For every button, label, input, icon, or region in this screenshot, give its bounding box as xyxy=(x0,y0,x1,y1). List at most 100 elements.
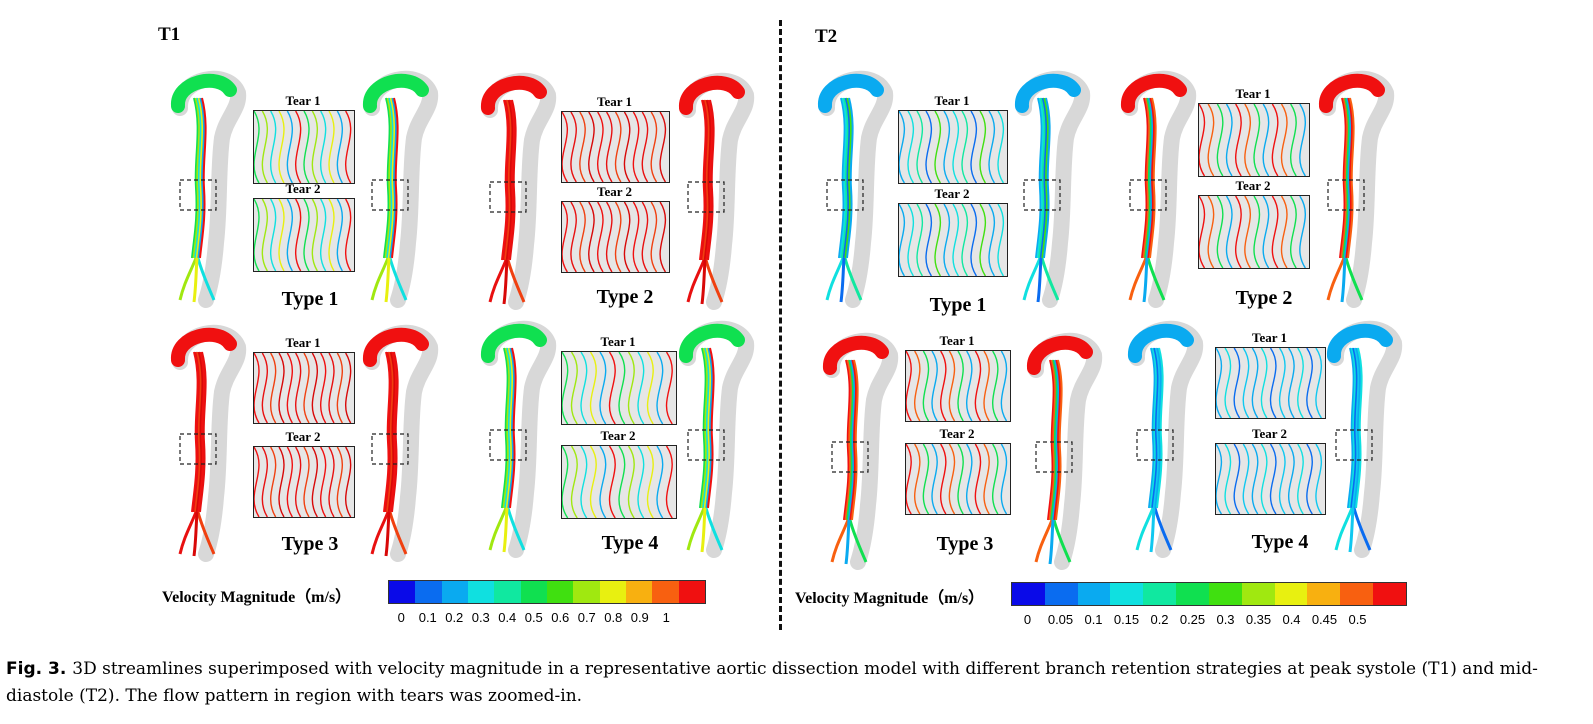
t1-type2-aorta-right-arch xyxy=(679,75,745,115)
t2-type3-aorta-right-streamline xyxy=(1053,359,1061,521)
t2-type3-aorta-right-iliac-branch xyxy=(1048,519,1055,565)
colorbar-t1-swatch xyxy=(441,581,468,603)
t2-type1-tear1-zoom-streamline xyxy=(961,111,968,183)
t1-type2-tear1-zoom-streamline xyxy=(562,112,568,182)
t1-type2-aorta-right-tear-region-box xyxy=(687,181,725,213)
colorbar-t2-tick-label: 0.05 xyxy=(1047,612,1074,627)
t2-type4-aorta-right-iliac-branch xyxy=(1348,507,1355,553)
colorbar-t2-swatch xyxy=(1012,583,1045,605)
t1-type4-aorta-right-streamline xyxy=(705,347,713,509)
t2-type2-tear2-zoom-streamline xyxy=(1253,196,1261,268)
t2-type2-aorta-right-streamline xyxy=(1347,97,1355,259)
t2-type3-tear1-zoom-streamline xyxy=(940,351,947,421)
colorbar-t2-swatch xyxy=(1373,583,1406,605)
t1-type2-aorta-left-streamline xyxy=(509,99,517,261)
t1-type2-tear1-zoom-streamline xyxy=(641,112,649,182)
colorbar-t1-swatch xyxy=(599,581,626,603)
t2-type4-tear2-zoom-streamline xyxy=(1306,444,1313,514)
type-label-t2-4: Type 4 xyxy=(1251,531,1309,553)
t2-type3-aorta-right-tear-region-box xyxy=(1035,441,1073,473)
t1-type2-aorta-right-iliac-branch xyxy=(704,259,724,303)
legend-title-t1: Velocity Magnitude（m/s） xyxy=(162,589,352,606)
t2-type3-aorta-right xyxy=(1027,332,1103,570)
t1-type1-tear1-zoom-streamline xyxy=(328,111,335,183)
t2-type3-tear1-zoom-streamline xyxy=(974,351,982,421)
t2-type2-tear2-zoom-streamline xyxy=(1216,196,1224,268)
t2-type1-tear1-label: Tear 1 xyxy=(934,93,970,108)
t1-type3-tear1-zoom-streamline xyxy=(270,353,277,423)
t2-type1-aorta-left-tear-region-box xyxy=(826,179,864,211)
t2-type3-tear1-zoom-streamline xyxy=(1000,351,1008,421)
t1-type3-aorta-right xyxy=(363,324,439,562)
t1-type3-tear2-label: Tear 2 xyxy=(285,429,321,444)
t2-type2-aorta-right-streamline xyxy=(1345,97,1353,259)
t1-type4-aorta-left-arch xyxy=(481,323,547,363)
t2-type4-tear1-zoom-streamline xyxy=(1224,348,1232,418)
t2-type2-aorta-left-iliac-branch xyxy=(1142,257,1149,303)
t2-type3-aorta-left-streamline xyxy=(843,359,851,521)
t1-type4-tear1-zoom-streamline xyxy=(656,352,664,424)
t1-type3-tear2-zoom-streamline xyxy=(345,447,352,517)
t2-type3-aorta-left-streamline xyxy=(851,359,859,521)
t1-type4-tear2-zoom-streamline xyxy=(580,446,588,518)
colorbar-t2-tick-label: 0.5 xyxy=(1348,612,1367,627)
t1-type2-tear1-zoom-streamline xyxy=(570,112,577,182)
t1-type3-tear2-zoom-streamline xyxy=(286,447,293,517)
t1-type2-aorta-left-streamline xyxy=(504,99,512,261)
t1-type2-tear2-label: Tear 2 xyxy=(596,184,633,199)
t1-type2-tear2-zoom-streamline xyxy=(579,202,586,272)
t2-type3-tear2-label: Tear 2 xyxy=(939,426,975,441)
t1-type3-tear2-zoom-streamline xyxy=(270,447,277,517)
t2-type3-aorta-left-iliac-branch xyxy=(844,519,851,565)
t1-type4-aorta-left-streamline xyxy=(502,347,511,509)
colorbar-t1-tick-label: 0.9 xyxy=(630,610,649,625)
t1-type3-tear1-zoom-streamline xyxy=(278,353,285,423)
t2-type1-tear1-zoom-streamline xyxy=(943,111,950,183)
t2-type3-tear1-zoom-streamline xyxy=(957,351,964,421)
t1-type3-aorta-left-iliac-branch xyxy=(178,511,198,555)
t2-type2-tear1-label: Tear 1 xyxy=(1235,86,1271,101)
t1-type3-tear1-zoom-streamline xyxy=(311,353,318,423)
t2-type2-aorta-right-tear-region-box xyxy=(1327,179,1365,211)
t2-type1-aorta-left-streamline xyxy=(841,97,849,259)
t1-type3-aorta-right-streamline xyxy=(391,351,399,513)
colorbar-t1-swatch xyxy=(415,581,442,603)
t1-type1-tear1-label: Tear 1 xyxy=(285,93,321,108)
t1-type4-tear1-zoom-streamline xyxy=(627,352,635,424)
t2-type3-aorta-left xyxy=(823,332,899,570)
t1-type4-tear2-zoom-streamline xyxy=(562,446,569,518)
t1-type4-tear1-zoom-streamline xyxy=(599,352,607,424)
t1-type2-aorta-right xyxy=(679,72,755,310)
t1-type1-tear2-zoom-streamline xyxy=(345,199,352,271)
t2-type1-aorta-left-vessel-shell xyxy=(819,70,894,308)
t2-type1-tear1-zoom-streamline xyxy=(925,111,932,183)
colorbar-t1-tick-label: 0.8 xyxy=(604,610,623,625)
t1-type3-aorta-left-streamline xyxy=(191,351,199,513)
t1-type3-tear1-zoom-streamline xyxy=(286,353,293,423)
t2-type1-aorta-right xyxy=(1015,70,1091,308)
t2-type1-aorta-left-arch xyxy=(818,73,884,113)
t1-type2-tear2-zoom-streamline xyxy=(605,202,613,272)
t2-type1-aorta-left-streamline xyxy=(844,97,852,259)
type-label-t2-1: Type 1 xyxy=(929,294,987,316)
t2-type4-aorta-left-iliac-branch xyxy=(1149,507,1156,553)
t2-type4-tear1-zoom-streamline xyxy=(1269,348,1277,418)
t1-type3-tear2-zoom-streamline xyxy=(254,447,260,517)
t1-type2-tear1-zoom xyxy=(561,111,670,183)
t2-type4-aorta-right-iliac-branch xyxy=(1352,507,1372,551)
t2-type3-tear2-zoom-streamline xyxy=(914,444,921,514)
colorbar-t1-swatch xyxy=(467,581,495,603)
t1-type3-tear2-zoom-streamline xyxy=(303,447,310,517)
t2-type3-tear2-zoom-streamline xyxy=(931,444,938,514)
t1-type1-aorta-left-tear-region-box xyxy=(179,179,217,211)
colorbar-t2-tick-label: 0.3 xyxy=(1216,612,1235,627)
t2-type3-tear2-zoom-streamline xyxy=(922,444,930,514)
t2-type1-aorta-left-streamline xyxy=(838,97,846,259)
t2-type3-tear2-zoom-streamline xyxy=(957,444,964,514)
t1-type2-tear1-label: Tear 1 xyxy=(596,94,633,109)
t1-type1-aorta-left-arch xyxy=(171,73,237,113)
t1-type2-aorta-left-tear-region-box xyxy=(489,181,527,213)
t1-type2-tear2-zoom-streamline xyxy=(597,202,604,272)
t1-type4-tear2-zoom-streamline xyxy=(646,446,654,518)
t2-type1-tear2-zoom xyxy=(898,203,1008,277)
